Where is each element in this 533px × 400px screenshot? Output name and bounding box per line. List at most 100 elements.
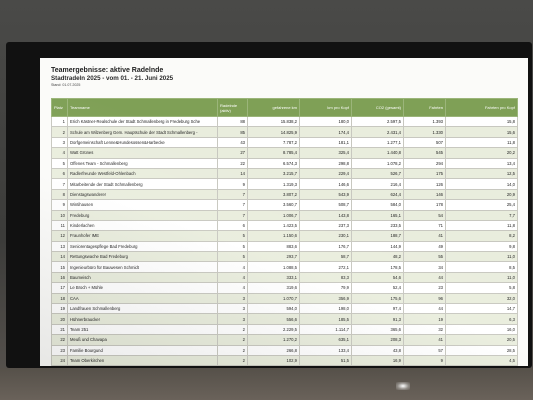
table-row[interactable]: 22 Meuß und Chavapa 2 1.270,2 635,1 208,3 41 20… bbox=[51, 334, 518, 346]
cell-km-pro-kopf[interactable]: 229,4 bbox=[299, 167, 352, 180]
table-row[interactable]: 1 Erich Kästner-Realschule der Stadt Schm… bbox=[51, 115, 518, 128]
cell-team[interactable]: Ingenieurbüro für Bauwesen Schmidt bbox=[67, 261, 218, 273]
cell-platz[interactable]: 15 bbox=[51, 261, 68, 273]
table-row[interactable]: 16 Baumeisch 4 333,1 83,3 54,6 44 11,0 bbox=[51, 271, 518, 284]
cell-platz[interactable]: 2 bbox=[51, 126, 68, 138]
cell-co2[interactable]: 97,4 bbox=[351, 303, 404, 315]
cell-radelnde[interactable]: 2 bbox=[217, 334, 248, 346]
cell-km[interactable]: 1.088,5 bbox=[247, 261, 300, 273]
cell-fahrten[interactable]: 507 bbox=[403, 136, 446, 149]
cell-fahrten-pro-kopf[interactable]: 15,6 bbox=[445, 126, 518, 138]
cell-km[interactable]: 883,6 bbox=[247, 240, 300, 253]
cell-fahrten[interactable]: 41 bbox=[403, 334, 446, 346]
cell-radelnde[interactable]: 2 bbox=[217, 323, 248, 336]
table-row[interactable]: 11 Kinderlachen 6 1.423,5 237,3 233,5 71 11,8 bbox=[51, 219, 518, 232]
cell-platz[interactable]: 8 bbox=[51, 188, 68, 201]
cell-co2[interactable]: 2.597,5 bbox=[351, 115, 404, 128]
cell-km[interactable]: 14.825,9 bbox=[247, 126, 300, 138]
table-row[interactable]: 2 Schule am Wilzenberg Gem. Hauptschule d… bbox=[51, 126, 518, 138]
cell-km-pro-kopf[interactable]: 272,1 bbox=[299, 261, 352, 273]
cell-km[interactable]: 1.070,7 bbox=[247, 292, 300, 305]
cell-fahrten[interactable]: 19 bbox=[403, 313, 446, 325]
cell-fahrten-pro-kopf[interactable]: 12,5 bbox=[445, 167, 518, 180]
cell-platz[interactable]: 21 bbox=[51, 323, 68, 336]
table-row[interactable]: 24 Team Oberkirchen 2 102,9 51,5 16,9 9 4,5 bbox=[51, 354, 518, 366]
cell-team[interactable]: Schule am Wilzenberg Gem. Hauptschule de… bbox=[67, 126, 218, 138]
cell-co2[interactable]: 165,1 bbox=[351, 209, 404, 221]
cell-co2[interactable]: 48,2 bbox=[351, 251, 404, 263]
cell-platz[interactable]: 24 bbox=[51, 354, 68, 366]
cell-platz[interactable]: 3 bbox=[51, 136, 68, 149]
cell-co2[interactable]: 624,4 bbox=[351, 188, 404, 201]
table-row[interactable]: 14 Rettungswache Bad Fredeburg 5 293,7 58,7 4… bbox=[51, 251, 518, 263]
cell-platz[interactable]: 7 bbox=[51, 178, 68, 190]
cell-km[interactable]: 1.006,7 bbox=[247, 209, 300, 221]
cell-km[interactable]: 7.787,2 bbox=[247, 136, 300, 149]
cell-radelnde[interactable]: 5 bbox=[217, 251, 248, 263]
cell-radelnde[interactable]: 7 bbox=[217, 209, 248, 221]
cell-fahrten-pro-kopf[interactable]: 20,2 bbox=[445, 147, 518, 159]
cell-radelnde[interactable]: 4 bbox=[217, 261, 248, 273]
cell-km-pro-kopf[interactable]: 181,1 bbox=[299, 136, 352, 149]
cell-km[interactable]: 15.838,2 bbox=[247, 115, 300, 128]
cell-fahrten-pro-kopf[interactable]: 7,7 bbox=[445, 209, 518, 221]
cell-radelnde[interactable]: 4 bbox=[217, 271, 248, 284]
cell-km[interactable]: 556,6 bbox=[247, 313, 300, 325]
cell-fahrten-pro-kopf[interactable]: 20,9 bbox=[445, 188, 518, 201]
cell-radelnde[interactable]: 7 bbox=[217, 188, 248, 201]
table-row[interactable]: 20 Hühnerbraucker 3 556,6 185,5 91,3 19 6,3 bbox=[51, 313, 518, 325]
cell-fahrten-pro-kopf[interactable]: 14,0 bbox=[445, 178, 518, 190]
cell-co2[interactable]: 526,7 bbox=[351, 167, 404, 180]
cell-fahrten-pro-kopf[interactable]: 20,5 bbox=[445, 334, 518, 346]
cell-team[interactable]: Offenes Team - Schmallenberg bbox=[67, 157, 218, 169]
cell-radelnde[interactable]: 6 bbox=[217, 219, 248, 232]
cell-radelnde[interactable]: 85 bbox=[217, 126, 248, 138]
cell-fahrten[interactable]: 178 bbox=[403, 199, 446, 211]
cell-radelnde[interactable]: 3 bbox=[217, 313, 248, 325]
cell-km-pro-kopf[interactable]: 198,0 bbox=[299, 303, 352, 315]
cell-fahrten[interactable]: 55 bbox=[403, 251, 446, 263]
cell-fahrten-pro-kopf[interactable]: 11,0 bbox=[445, 271, 518, 284]
cell-team[interactable]: Le Broch + Mühle bbox=[67, 282, 218, 294]
cell-team[interactable]: Familie Bourgund bbox=[67, 344, 218, 357]
cell-fahrten-pro-kopf[interactable]: 9,8 bbox=[445, 240, 518, 253]
column-header-km-pro-kopf[interactable]: km pro Kopf bbox=[299, 98, 352, 117]
cell-fahrten[interactable]: 44 bbox=[403, 303, 446, 315]
cell-co2[interactable]: 178,5 bbox=[351, 261, 404, 273]
cell-km[interactable]: 266,8 bbox=[247, 344, 300, 357]
cell-radelnde[interactable]: 5 bbox=[217, 240, 248, 253]
cell-km-pro-kopf[interactable]: 51,5 bbox=[299, 354, 352, 366]
cell-km[interactable]: 1.150,6 bbox=[247, 230, 300, 242]
cell-km-pro-kopf[interactable]: 1.114,7 bbox=[299, 323, 352, 336]
cell-km-pro-kopf[interactable]: 230,1 bbox=[299, 230, 352, 242]
cell-team[interactable]: Radlerfreunde Westfeld-Ohlenbach bbox=[67, 167, 218, 180]
cell-co2[interactable]: 144,9 bbox=[351, 240, 404, 253]
cell-team[interactable]: Fraunhofer IME bbox=[67, 230, 218, 242]
cell-km[interactable]: 2.229,5 bbox=[247, 323, 300, 336]
cell-radelnde[interactable]: 27 bbox=[217, 147, 248, 159]
cell-fahrten-pro-kopf[interactable]: 28,5 bbox=[445, 344, 518, 357]
cell-fahrten-pro-kopf[interactable]: 13,4 bbox=[445, 157, 518, 169]
cell-km[interactable]: 1.423,5 bbox=[247, 219, 300, 232]
cell-platz[interactable]: 20 bbox=[51, 313, 68, 325]
cell-team[interactable]: Dorfgemeinschaft Lenne&Hundesossen&Harbe… bbox=[67, 136, 218, 149]
cell-km[interactable]: 1.270,2 bbox=[247, 334, 300, 346]
cell-fahrten-pro-kopf[interactable]: 5,8 bbox=[445, 282, 518, 294]
table-row[interactable]: 19 Landfrauen Schmallenberg 3 594,0 198,0 97,… bbox=[51, 303, 518, 315]
cell-co2[interactable]: 2.431,4 bbox=[351, 126, 404, 138]
cell-platz[interactable]: 17 bbox=[51, 282, 68, 294]
table-row[interactable]: 13 Seniorentagespflege Bad Fredeburg 5 883,… bbox=[51, 240, 518, 253]
cell-km[interactable]: 3.807,2 bbox=[247, 188, 300, 201]
cell-radelnde[interactable]: 7 bbox=[217, 199, 248, 211]
cell-fahrten[interactable]: 32 bbox=[403, 323, 446, 336]
table-row[interactable]: 15 Ingenieurbüro für Bauwesen Schmidt 4 1.0… bbox=[51, 261, 518, 273]
cell-co2[interactable]: 52,4 bbox=[351, 282, 404, 294]
cell-platz[interactable]: 11 bbox=[51, 219, 68, 232]
cell-km[interactable]: 319,6 bbox=[247, 282, 300, 294]
cell-km-pro-kopf[interactable]: 58,7 bbox=[299, 251, 352, 263]
table-row[interactable]: 7 Mitarbeitende der Stadt Schmallenberg 9 1… bbox=[51, 178, 518, 190]
cell-fahrten-pro-kopf[interactable]: 11,0 bbox=[445, 251, 518, 263]
cell-km-pro-kopf[interactable]: 143,8 bbox=[299, 209, 352, 221]
cell-km[interactable]: 102,9 bbox=[247, 354, 300, 366]
cell-km-pro-kopf[interactable]: 508,7 bbox=[299, 199, 352, 211]
